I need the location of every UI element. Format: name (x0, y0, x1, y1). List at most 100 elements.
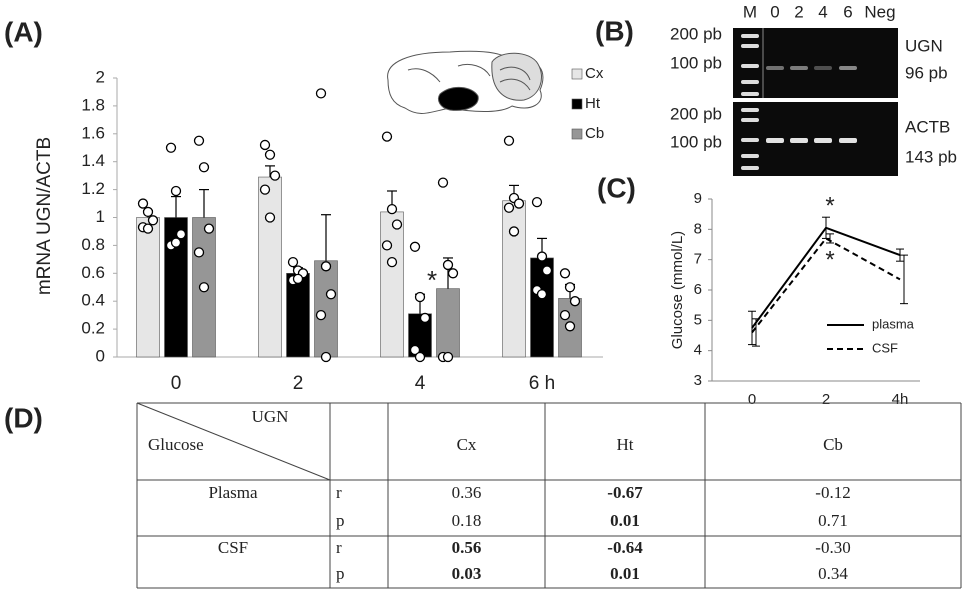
data-point (198, 282, 210, 293)
size-label: 96 pb (905, 63, 948, 82)
data-point (409, 241, 421, 252)
data-point (315, 88, 327, 99)
table-cell: 0.56 (452, 538, 482, 557)
legend-swatch (571, 68, 583, 80)
y-tick-label: 1.4 (81, 151, 105, 170)
y-tick-label: 0.8 (81, 235, 105, 254)
table-cell: 0.03 (452, 564, 482, 583)
table-cell: 0.34 (818, 564, 848, 583)
y-tick-label: 3 (694, 372, 702, 389)
data-point (419, 312, 431, 324)
error-bar (900, 254, 908, 305)
data-point (564, 282, 576, 293)
data-point (320, 261, 332, 272)
marker-label: 100 pb (670, 53, 722, 72)
sample-band (766, 138, 784, 143)
data-point (503, 202, 515, 213)
y-tick-label: 1 (96, 207, 105, 226)
error-bar (752, 318, 760, 347)
table-cell: 0.01 (610, 511, 640, 530)
marker-label: 100 pb (670, 132, 722, 151)
lane-label: 0 (770, 2, 779, 21)
stat-label: r (336, 483, 342, 502)
sample-band (790, 138, 808, 143)
data-point (437, 177, 449, 188)
data-point (536, 251, 548, 262)
data-point (414, 351, 426, 363)
y-tick-label: 0.6 (81, 263, 105, 282)
data-point (513, 198, 525, 209)
bar (380, 211, 404, 358)
data-point (381, 131, 393, 142)
y-tick-label: 1.6 (81, 123, 105, 142)
stat-label: p (336, 511, 345, 530)
sample-band (814, 138, 832, 143)
data-point (325, 289, 337, 300)
data-point (264, 149, 276, 160)
lane-label: 6 (843, 2, 852, 21)
bar (314, 260, 338, 358)
ladder-band (741, 64, 759, 68)
group-label: CSF (218, 538, 248, 557)
legend-label: plasma (872, 316, 915, 331)
table: UGN Glucose Cx Ht Cb Plasma r 0.36 -0.67 -0.12 p 0.… (136, 402, 962, 589)
ladder-band (741, 34, 759, 38)
gene-label: UGN (905, 36, 943, 55)
y-tick-label: 6 (694, 281, 702, 298)
table-cell: -0.30 (815, 538, 850, 557)
error-bar (826, 233, 834, 244)
gel-image (733, 28, 898, 98)
panel-label: (A) (4, 16, 43, 47)
data-point (442, 259, 454, 271)
marker-label: 200 pb (670, 24, 722, 43)
lane-label: 2 (794, 2, 803, 21)
group-label: Plasma (208, 483, 258, 502)
table-cell: -0.64 (607, 538, 643, 557)
x-tick-label: 2 (822, 391, 830, 408)
data-point (414, 291, 426, 303)
data-point (386, 256, 398, 268)
data-point (386, 203, 398, 215)
x-tick-label: 6 h (529, 373, 555, 394)
corner-top: UGN (252, 407, 289, 426)
bar (258, 176, 282, 358)
bar (502, 200, 526, 358)
error-bar (321, 214, 331, 261)
gene-label: ACTB (905, 117, 950, 136)
error-bar (822, 216, 830, 239)
y-tick-label: 9 (694, 190, 702, 207)
data-point (391, 219, 403, 230)
bar (436, 288, 460, 358)
error-bar (171, 195, 181, 218)
data-point (137, 198, 149, 209)
error-bar (199, 189, 209, 218)
table-cell: 0.18 (452, 511, 482, 530)
legend-label: CSF (872, 340, 898, 355)
legend-label: Cb (585, 125, 604, 142)
data-point (447, 268, 459, 279)
data-point (536, 289, 548, 300)
table-cell: -0.67 (607, 483, 643, 502)
data-point (569, 296, 581, 307)
data-point (559, 268, 571, 279)
x-tick-label: 4 (415, 373, 426, 394)
table-cell: 0.01 (610, 564, 640, 583)
marker-label: 200 pb (670, 104, 722, 123)
table-cell: 0.36 (452, 483, 482, 502)
y-tick-label: 0 (96, 346, 105, 365)
y-tick-label: 7 (694, 251, 702, 268)
data-point (198, 162, 210, 173)
sample-band (839, 138, 857, 143)
y-tick-label: 4 (694, 342, 702, 359)
data-point (170, 237, 182, 248)
sample-band (790, 66, 808, 70)
data-point (142, 206, 154, 218)
panel-label: (B) (595, 15, 634, 46)
data-point (442, 351, 454, 363)
x-tick-label: 4h (892, 391, 909, 408)
data-point (259, 184, 271, 195)
x-tick-label: 0 (171, 373, 182, 394)
y-tick-label: 1.8 (81, 95, 105, 114)
bar (286, 272, 310, 358)
